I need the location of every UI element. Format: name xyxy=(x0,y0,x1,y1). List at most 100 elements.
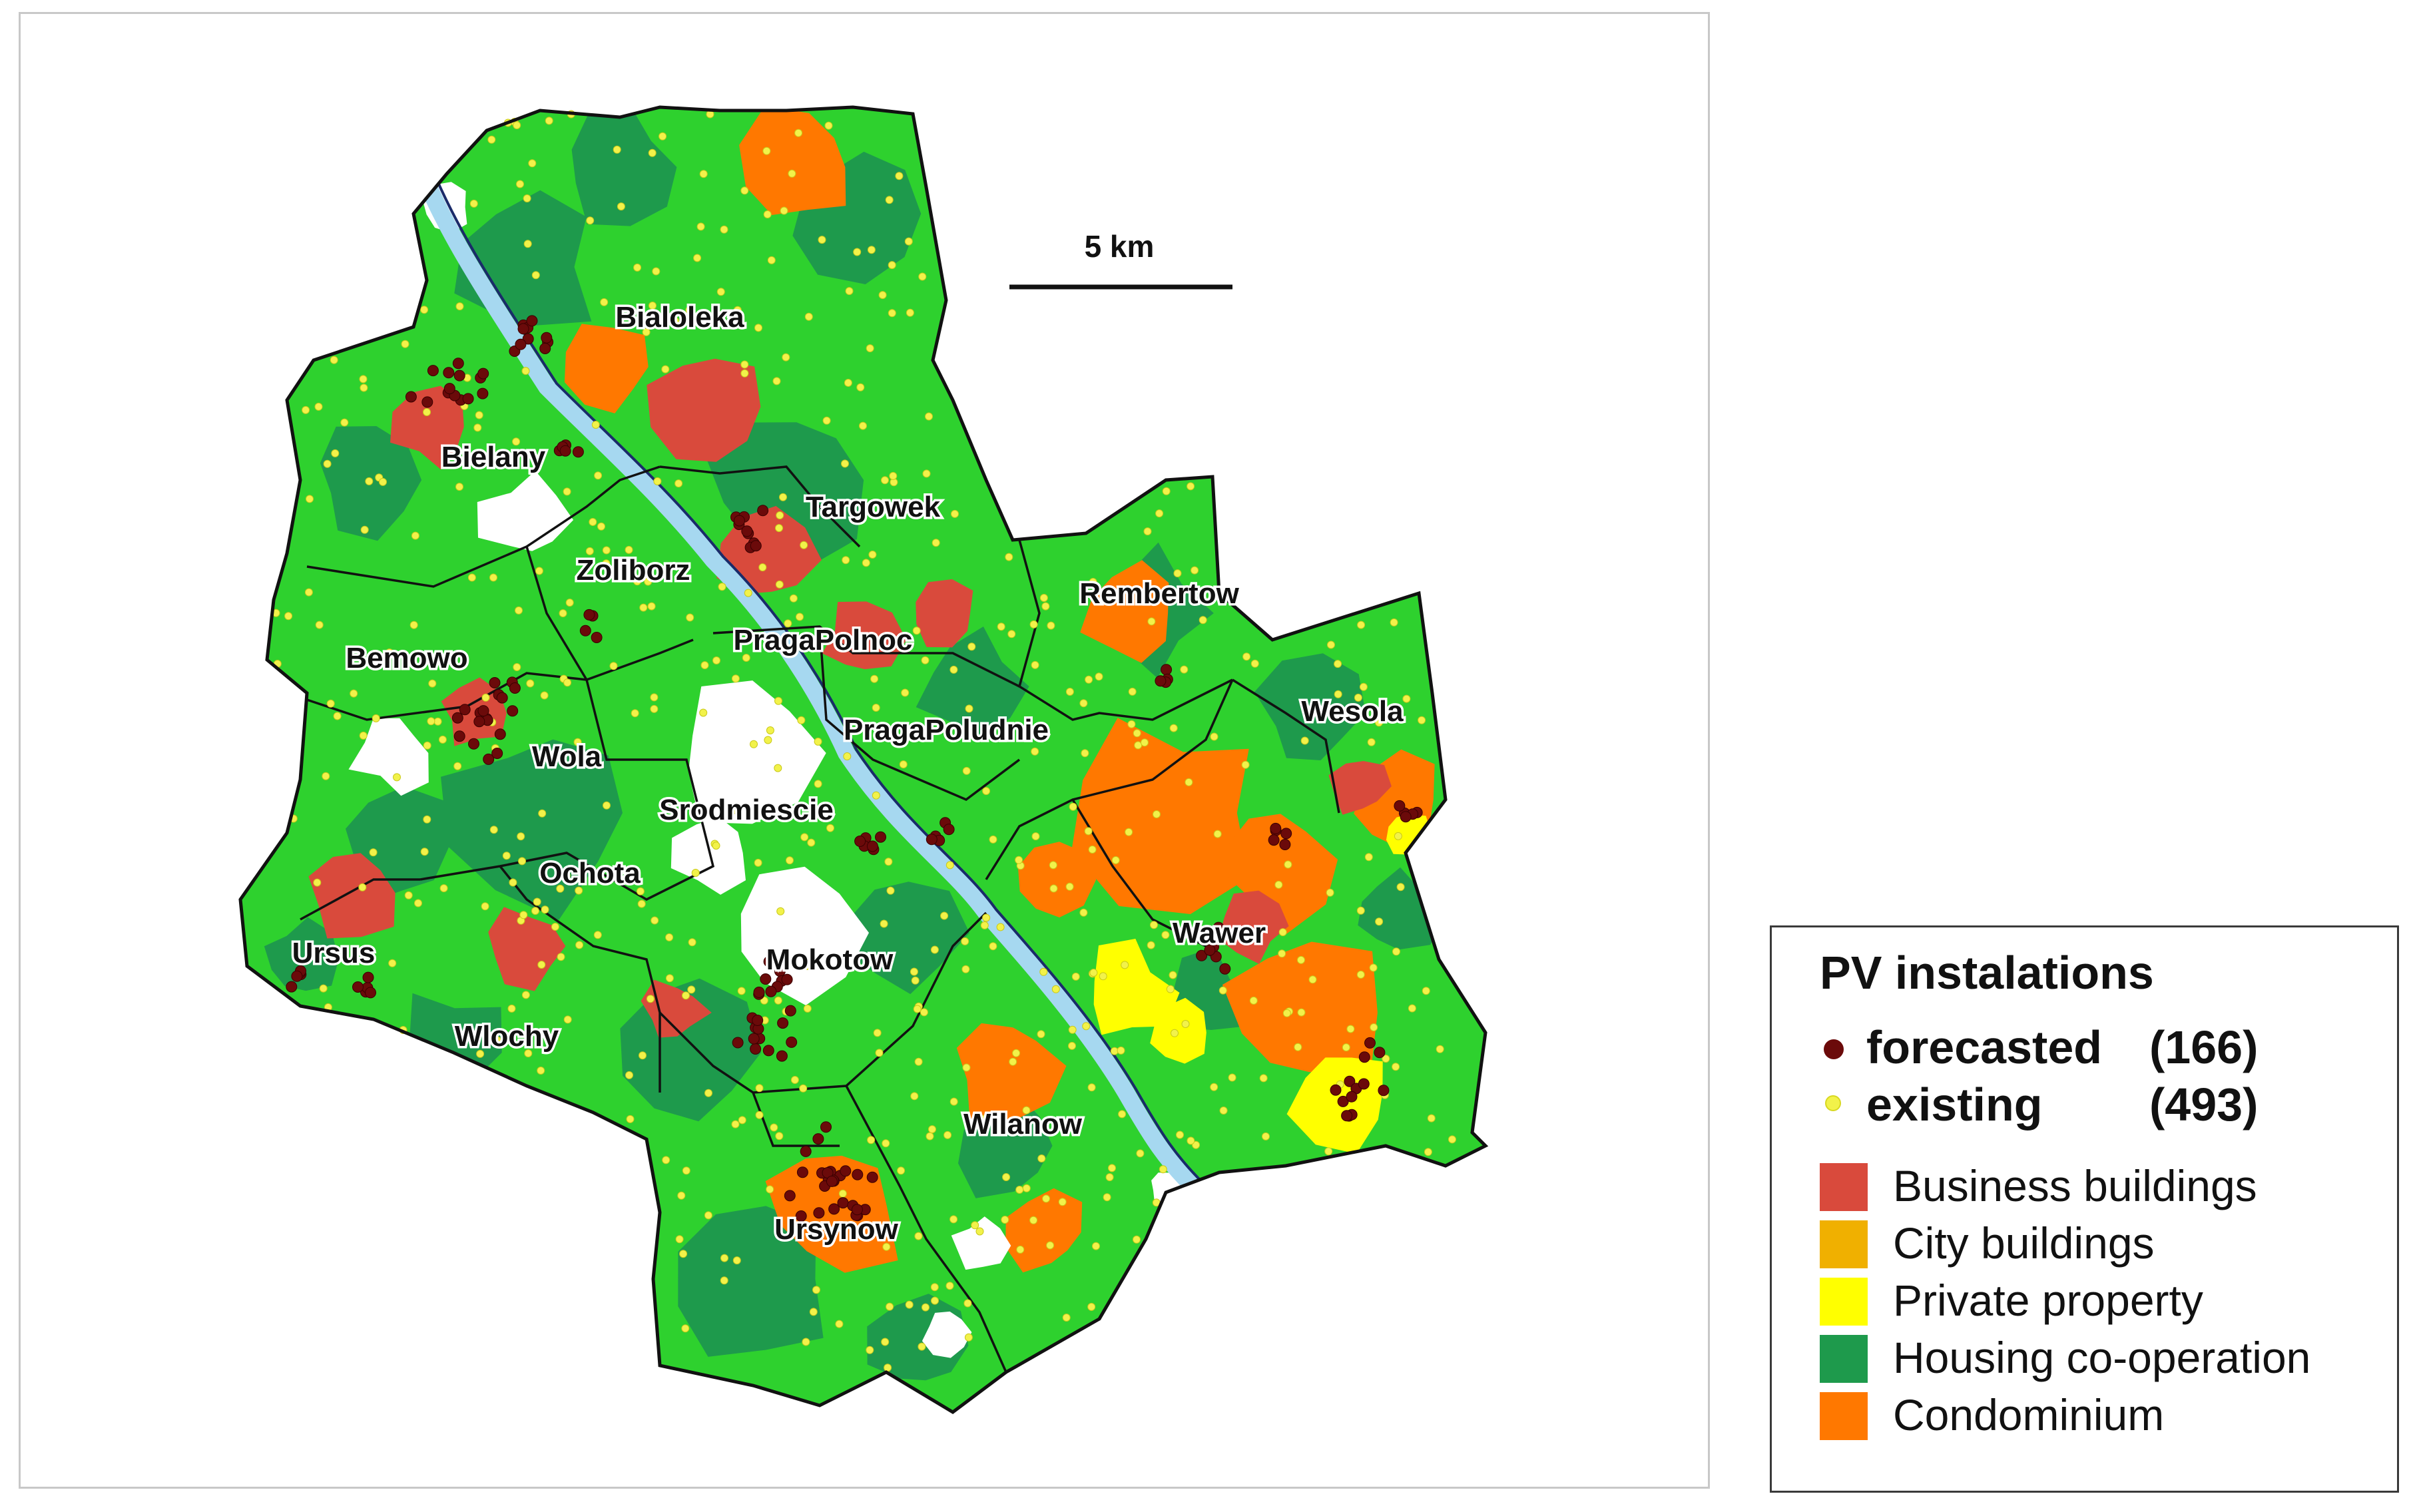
pv-forecasted-point xyxy=(1330,1084,1342,1096)
land-patch xyxy=(390,385,464,470)
district-border xyxy=(752,1092,840,1147)
pv-existing-point xyxy=(538,809,547,818)
district-border xyxy=(300,878,420,921)
pv-existing-point xyxy=(1219,1107,1228,1115)
district-border xyxy=(845,1085,1007,1373)
pv-existing-point xyxy=(866,344,874,353)
pv-forecasted-point xyxy=(795,1210,807,1222)
pv-forecasted-point xyxy=(453,370,465,381)
pv-forecasted-point xyxy=(515,338,527,350)
pv-existing-point xyxy=(1169,971,1177,979)
pv-existing-point xyxy=(882,1139,890,1148)
pv-existing-point xyxy=(1356,906,1365,915)
land-patch xyxy=(739,107,846,215)
pv-existing-point xyxy=(439,884,448,893)
pv-existing-point xyxy=(513,121,521,130)
pv-existing-point xyxy=(284,612,293,621)
pv-existing-point xyxy=(651,916,659,925)
pv-forecasted-point xyxy=(362,971,374,983)
pv-forecasted-point xyxy=(365,987,376,999)
pv-existing-point xyxy=(563,1015,572,1024)
pv-existing-point xyxy=(521,367,530,376)
pv-forecasted-point xyxy=(477,387,489,399)
pv-existing-point xyxy=(945,1282,954,1290)
pv-existing-point xyxy=(1153,810,1161,818)
pv-forecasted-point xyxy=(837,1197,849,1209)
land-patch xyxy=(922,1311,972,1358)
land-patch xyxy=(1358,867,1446,950)
pv-existing-point xyxy=(646,995,655,1003)
pv-existing-point xyxy=(904,237,913,246)
pv-existing-point xyxy=(1128,687,1137,696)
pv-existing-point xyxy=(1058,1198,1067,1206)
pv-existing-point xyxy=(524,1049,533,1058)
pv-forecasted-point xyxy=(1204,944,1216,956)
pv-existing-point xyxy=(512,437,521,446)
pv-existing-point xyxy=(1005,553,1013,561)
pv-existing-point xyxy=(302,405,310,414)
pv-existing-point xyxy=(481,693,490,702)
pv-existing-point xyxy=(1051,985,1060,993)
pv-existing-point xyxy=(1250,659,1259,668)
pv-forecasted-point xyxy=(405,391,417,403)
pv-existing-point xyxy=(740,186,749,195)
pv-forecasted-point xyxy=(427,365,439,377)
pv-forecasted-point xyxy=(1270,822,1282,834)
pv-existing-point xyxy=(931,1296,939,1305)
pv-existing-point xyxy=(685,306,694,314)
housing-swatch xyxy=(1820,1335,1868,1383)
pv-existing-point xyxy=(800,833,809,842)
pv-existing-point xyxy=(926,1132,934,1140)
district-label-bielany: Bielany xyxy=(441,441,546,473)
pv-existing-point xyxy=(1284,860,1292,869)
pv-existing-points xyxy=(272,110,1456,1372)
pv-existing-point xyxy=(319,984,328,993)
pv-existing-point xyxy=(899,760,908,769)
pv-existing-point xyxy=(1143,527,1152,536)
land-patch xyxy=(844,882,969,995)
pv-forecasted-point xyxy=(1337,1095,1349,1107)
pv-existing-point xyxy=(1111,856,1120,864)
pv-existing-point xyxy=(859,421,867,430)
pv-forecasted-point xyxy=(851,1204,863,1216)
pv-existing-point xyxy=(737,987,746,995)
pv-existing-point xyxy=(323,459,332,468)
land-patch xyxy=(956,1023,1067,1129)
pv-existing-point xyxy=(1009,1057,1017,1066)
pv-existing-point xyxy=(1357,621,1366,629)
pv-existing-point xyxy=(843,752,852,760)
pv-existing-point xyxy=(1031,832,1040,841)
pv-existing-point xyxy=(897,1166,906,1175)
legend: PV instalations forecasted (166) existin… xyxy=(1770,925,2399,1493)
pv-forecasted-point xyxy=(796,1166,808,1178)
pv-forecasted-point xyxy=(579,625,591,636)
pv-existing-point xyxy=(826,824,834,832)
pv-existing-point xyxy=(1342,1043,1350,1052)
pv-existing-point xyxy=(796,613,804,621)
pv-existing-point xyxy=(1210,732,1218,741)
pv-existing-point xyxy=(636,887,645,895)
pv-existing-point xyxy=(989,942,997,951)
pv-existing-point xyxy=(881,1338,890,1346)
pv-existing-point xyxy=(949,665,958,674)
pv-existing-point xyxy=(633,577,641,586)
pv-existing-point xyxy=(1068,1025,1077,1034)
pv-forecasted-point xyxy=(526,315,538,327)
pv-existing-point xyxy=(314,402,323,411)
pv-existing-point xyxy=(1108,1164,1116,1172)
pv-existing-point xyxy=(1049,861,1057,870)
warsaw-district-map[interactable]: Bialoleka Bielany Targowek Zoliborz Remberto… xyxy=(21,14,1710,1489)
pv-existing-point xyxy=(1082,1022,1091,1031)
pv-existing-point xyxy=(1099,972,1107,981)
pv-existing-point xyxy=(1089,969,1098,977)
pv-forecasted-point xyxy=(926,834,938,846)
pv-forecasted-point xyxy=(483,753,495,765)
pv-existing-point xyxy=(720,225,728,234)
pv-existing-point xyxy=(862,559,870,567)
pv-existing-point xyxy=(613,145,621,154)
district-label-ursus: Ursus xyxy=(292,937,376,969)
pv-forecasted-points xyxy=(286,315,1423,1222)
pv-existing-point xyxy=(1029,1216,1038,1224)
pv-existing-point xyxy=(1125,828,1133,836)
pv-existing-point xyxy=(913,1005,922,1013)
